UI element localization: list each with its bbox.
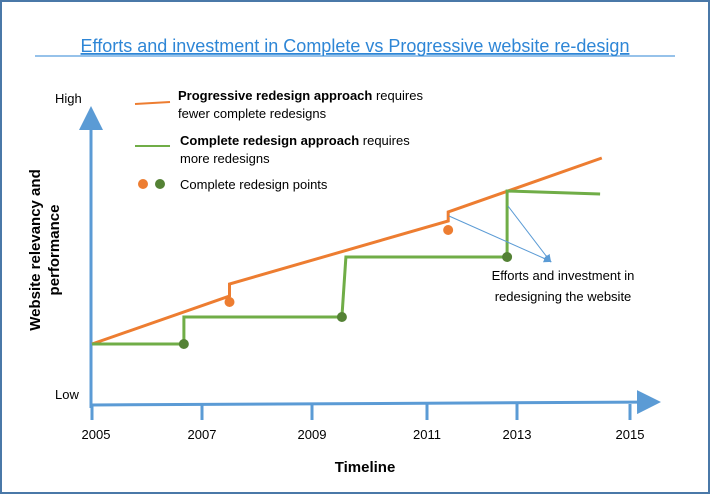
redesign-point-progressive [443,225,454,235]
annotation-arrow-2 [507,205,552,263]
legend-progressive-swatch [134,101,171,105]
legend-progressive-rest: requires [372,88,423,103]
x-tick-label: 2009 [298,427,327,442]
y-tick-high: High [55,91,82,106]
annotation-line1: Efforts and investment in [492,268,635,283]
chart-title: Efforts and investment in Complete vs Pr… [81,36,630,56]
legend-progressive-line2: fewer complete redesigns [178,106,327,121]
annotation-line2: redesigning the website [495,289,632,304]
legend-complete-line2: more redesigns [180,151,270,166]
y-axis-label-line2: performance [46,205,63,296]
legend-green-dot [155,179,165,189]
legend-progressive-bold: Progressive redesign approach [178,88,372,103]
annotation-arrow-1 [448,215,552,263]
redesign-point-complete [336,312,347,322]
redesign-point-complete [178,339,189,349]
legend-progressive-label: Progressive redesign approach requires [178,88,423,103]
legend-orange-dot [138,179,148,189]
x-axis [90,390,661,415]
redesign-point-progressive [224,297,235,307]
legend-points-label: Complete redesign points [180,177,328,192]
x-axis-label: Timeline [335,459,396,476]
legend-complete-bold: Complete redesign approach [180,133,359,148]
legend-complete-label: Complete redesign approach requires [180,133,410,148]
x-tick-label: 2005 [82,427,111,442]
x-tick-label: 2015 [616,427,645,442]
x-tick-label: 2007 [188,427,217,442]
series-line-progressive [91,156,603,346]
redesign-point-complete [502,252,513,262]
legend-complete-rest: requires [359,133,410,148]
y-axis-label-line1: Website relevancy and [27,169,44,330]
y-tick-low: Low [55,387,79,402]
x-tick-label: 2013 [503,427,532,442]
x-tick-label: 2011 [413,427,441,442]
